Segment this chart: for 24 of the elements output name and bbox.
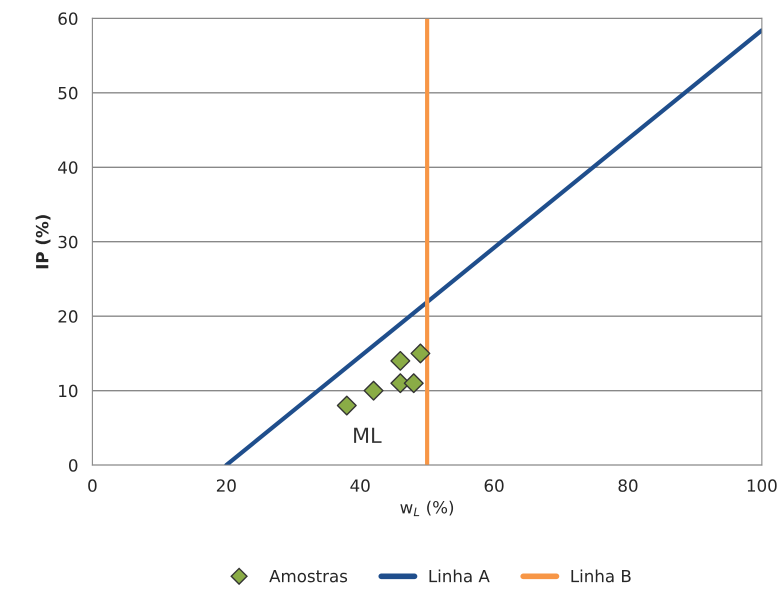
y-tick-label: 0 <box>69 459 78 472</box>
legend-label: Linha B <box>571 569 631 582</box>
point <box>410 343 430 364</box>
point <box>336 396 357 416</box>
y-tick-label: 10 <box>59 384 78 398</box>
point <box>390 350 410 371</box>
y-tick-label: 60 <box>58 12 78 25</box>
point <box>404 373 424 394</box>
x-tick-label: 40 <box>350 479 370 492</box>
legend-label: Linha A <box>430 569 490 582</box>
y-tick-label: 40 <box>58 161 78 174</box>
y-axis-title: IP (%) <box>36 215 50 268</box>
x-tick-label: 0 <box>88 479 97 492</box>
x-tick-label: 60 <box>484 479 504 492</box>
x-axis-title: w$_{L}$ (%) <box>400 500 454 516</box>
legend-label: Amostras <box>269 570 348 582</box>
x-tick-label: 100 <box>748 479 777 492</box>
y-tick-label: 50 <box>58 86 78 100</box>
x-tick-label: 20 <box>216 479 236 492</box>
x-tick-label: 80 <box>618 479 638 492</box>
point <box>364 380 384 401</box>
annotation: ML <box>354 428 382 443</box>
y-tick-label: 20 <box>58 310 78 323</box>
y-tick-label: 30 <box>58 236 78 248</box>
